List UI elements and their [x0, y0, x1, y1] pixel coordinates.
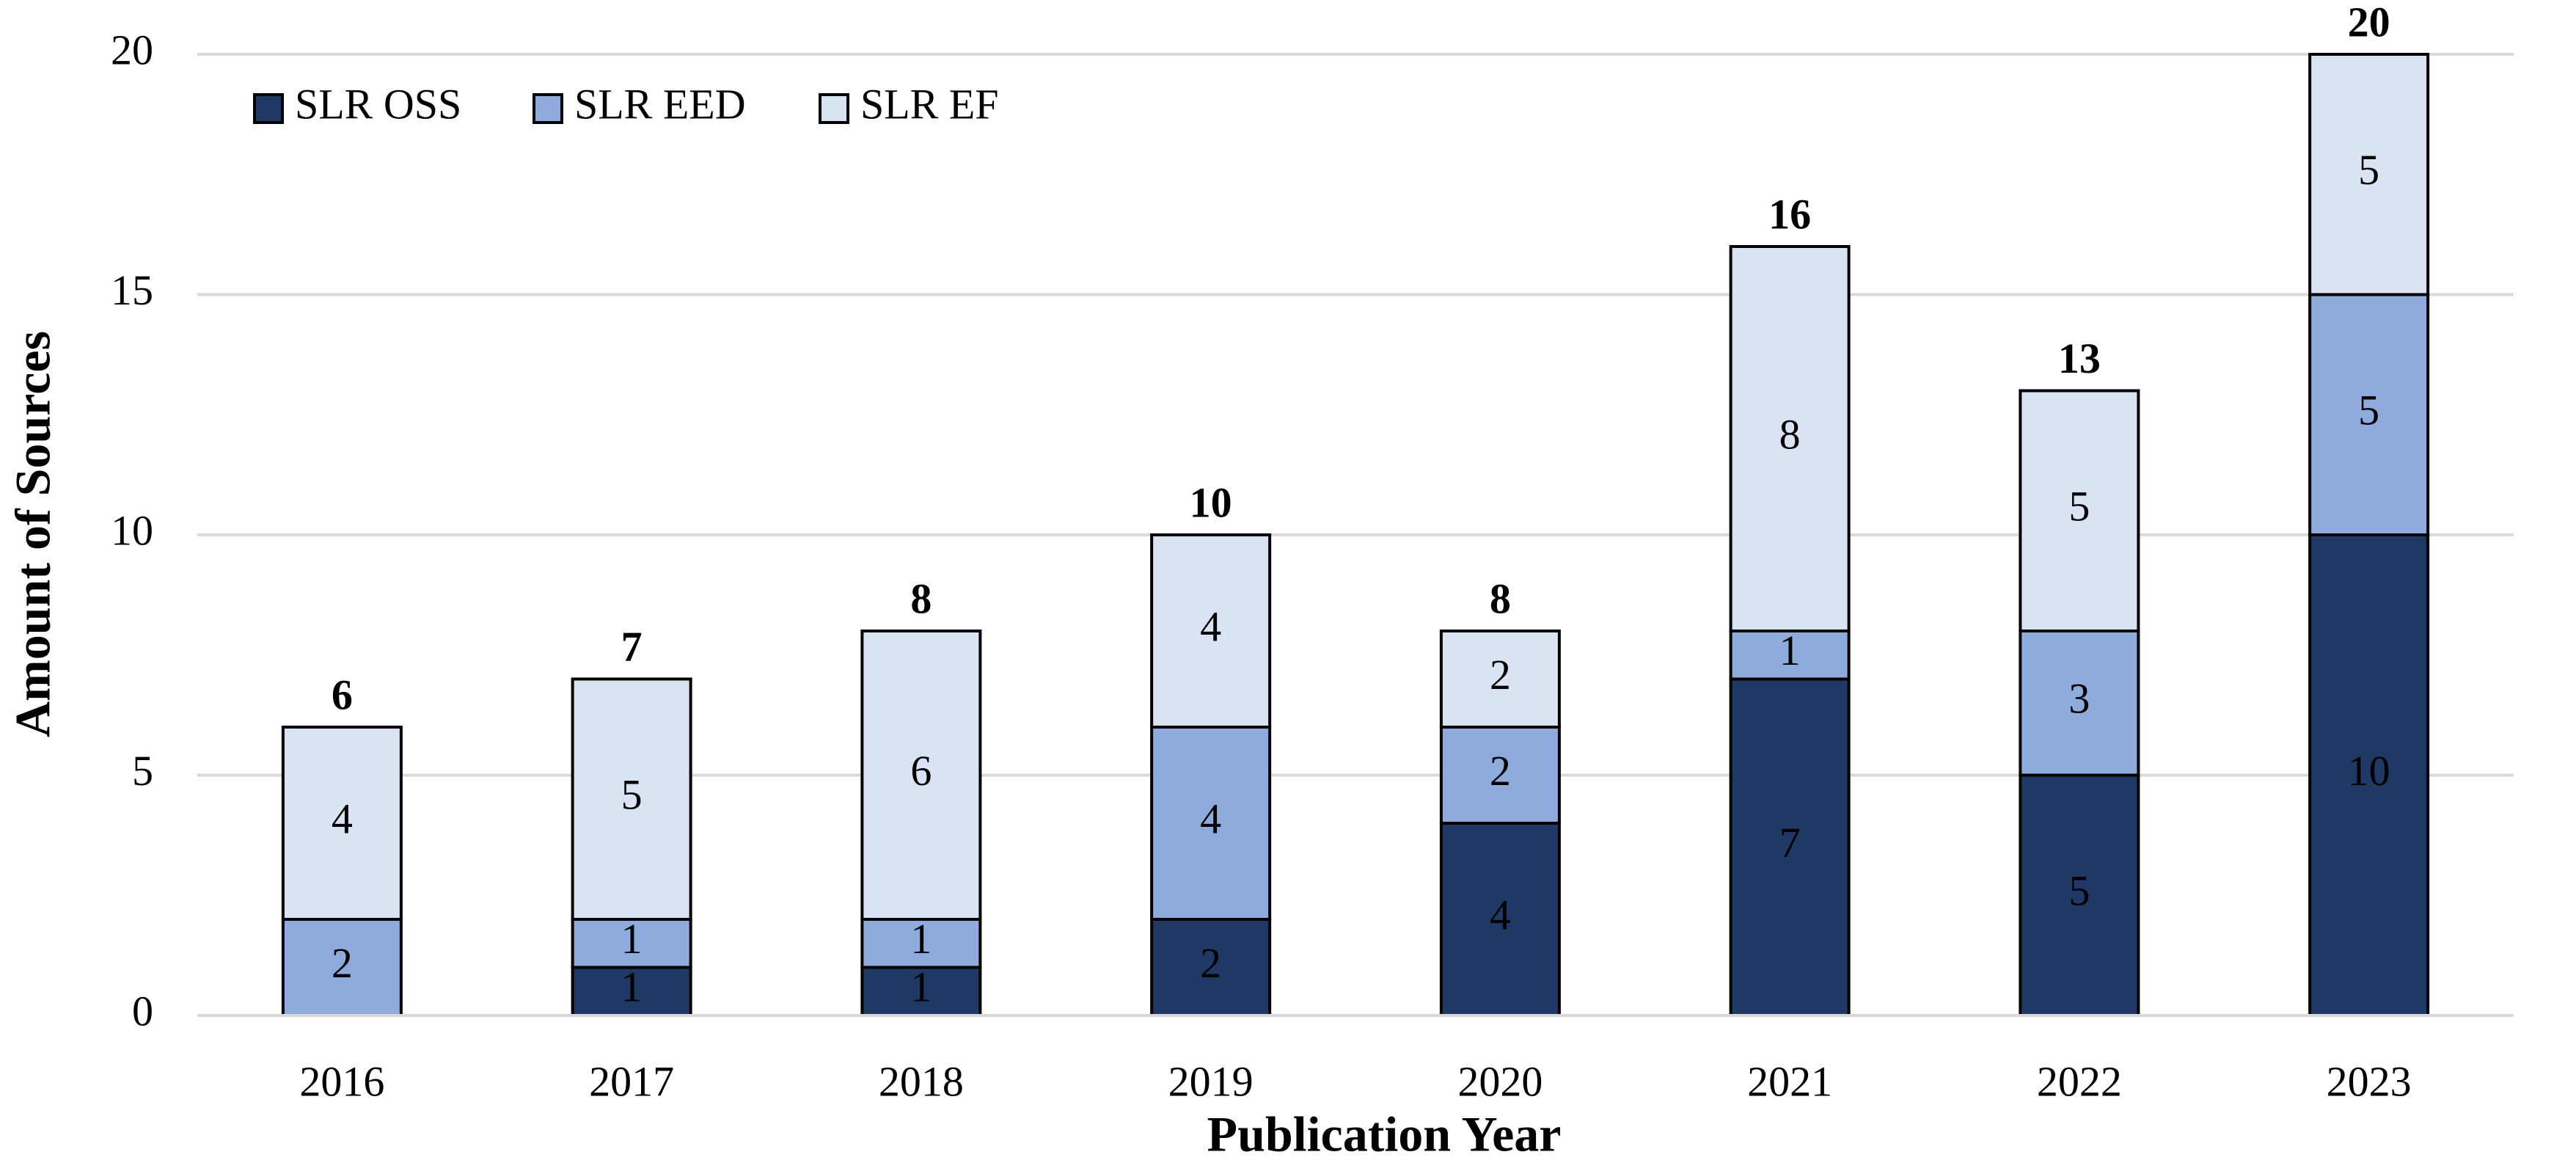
- x-tick-label: 2018: [879, 1057, 964, 1105]
- data-label: 5: [2068, 483, 2090, 530]
- data-label: 8: [1779, 410, 1801, 458]
- y-tick-label: 10: [111, 506, 153, 554]
- data-label: 5: [2358, 387, 2379, 434]
- y-tick-label: 15: [111, 266, 153, 314]
- bar-segment: [281, 918, 403, 1017]
- data-label: 5: [621, 771, 643, 819]
- legend-swatch: [533, 93, 563, 124]
- bar-segment: [2019, 773, 2140, 1017]
- bar-segment: [2308, 53, 2430, 296]
- bar-segment: [1729, 630, 1851, 681]
- x-tick-label: 2017: [589, 1057, 674, 1105]
- legend-label: SLR EED: [574, 80, 746, 128]
- x-tick-label: 2019: [1168, 1057, 1254, 1105]
- total-label: 16: [1768, 190, 1811, 238]
- data-label: 3: [2068, 675, 2090, 723]
- bar-segment: [1439, 822, 1561, 1017]
- total-label: 8: [1490, 574, 1511, 622]
- bar-segment: [571, 677, 692, 921]
- x-tick-label: 2022: [2037, 1057, 2122, 1105]
- total-label: 10: [1190, 478, 1232, 526]
- x-axis-title: Publication Year: [1207, 1106, 1562, 1162]
- bar-segment: [1439, 630, 1561, 729]
- bar-segment: [2308, 293, 2430, 536]
- data-label: 1: [1779, 627, 1801, 674]
- x-tick-label: 2023: [2327, 1057, 2412, 1105]
- legend-swatch: [253, 93, 284, 124]
- data-label: 2: [1200, 939, 1221, 987]
- legend-swatch: [819, 93, 849, 124]
- data-label: 1: [910, 963, 932, 1011]
- y-tick-label: 20: [111, 26, 153, 73]
- data-label: 2: [1490, 651, 1511, 698]
- bar-segment: [1439, 726, 1561, 825]
- x-tick-label: 2016: [299, 1057, 384, 1105]
- data-label: 4: [1200, 602, 1221, 650]
- bar-segment: [860, 630, 982, 921]
- x-tick-label: 2020: [1457, 1057, 1543, 1105]
- bar-segment: [2019, 389, 2140, 632]
- data-label: 5: [2358, 146, 2379, 194]
- total-label: 6: [332, 671, 353, 718]
- data-label: 1: [621, 915, 643, 963]
- data-label: 10: [2348, 747, 2390, 795]
- bar-segment: [2308, 533, 2430, 1017]
- bar-segment: [2019, 630, 2140, 777]
- data-label: 2: [332, 939, 353, 987]
- data-label: 4: [1490, 891, 1511, 938]
- bar-segment: [1150, 918, 1272, 1017]
- bar-segment: [1150, 533, 1272, 729]
- data-label: 4: [332, 795, 353, 842]
- legend-label: SLR EF: [860, 80, 999, 128]
- data-label: 6: [910, 747, 932, 795]
- data-label: 1: [910, 915, 932, 963]
- bar-segment: [281, 726, 403, 921]
- y-axis-title: Amount of Sources: [5, 331, 61, 737]
- x-tick-label: 2021: [1747, 1057, 1832, 1105]
- data-label: 1: [621, 963, 643, 1011]
- total-label: 8: [910, 574, 932, 622]
- data-label: 4: [1200, 795, 1221, 842]
- bar-segment: [1150, 726, 1272, 921]
- bar-segment: [1729, 245, 1851, 632]
- data-label: 2: [1490, 747, 1511, 795]
- total-label: 20: [2348, 0, 2390, 45]
- y-tick-label: 5: [132, 747, 153, 795]
- data-label: 7: [1779, 819, 1801, 867]
- total-label: 13: [2058, 335, 2101, 382]
- data-label: 5: [2068, 867, 2090, 915]
- y-tick-label: 0: [132, 987, 153, 1035]
- legend-label: SLR OSS: [295, 80, 461, 128]
- total-label: 7: [621, 623, 643, 671]
- bar-segment: [1729, 677, 1851, 1017]
